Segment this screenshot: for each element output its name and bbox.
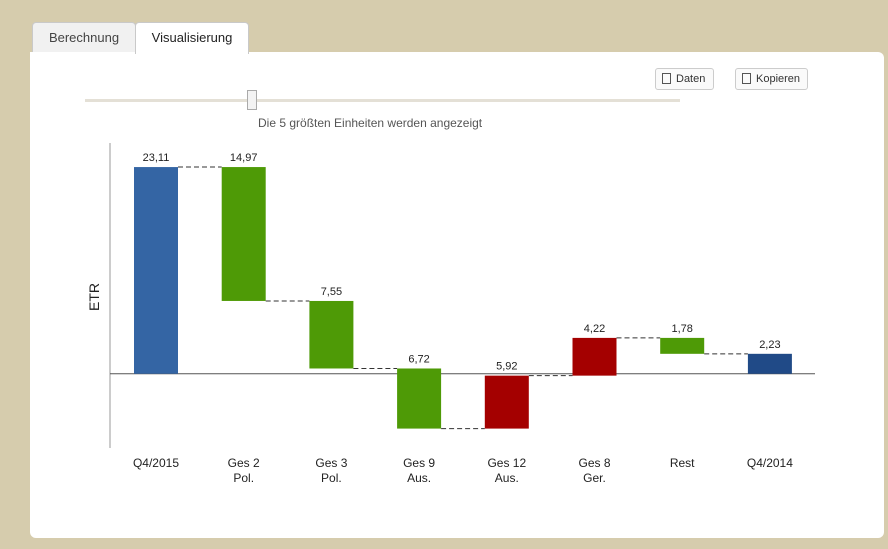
button[interactable]: Daten (655, 68, 714, 90)
value-label: 7,55 (321, 286, 342, 298)
y-axis-label: ETR (86, 283, 102, 311)
value-label: 4,22 (584, 323, 605, 335)
x-tick-label: Q4/2014 (746, 456, 793, 470)
x-tick-label: Ges 8 Ger. (578, 456, 611, 485)
value-label: 6,72 (408, 353, 429, 365)
bar (484, 375, 529, 429)
bar (309, 300, 354, 369)
bar (134, 167, 178, 374)
value-label: 23,11 (143, 152, 170, 164)
slider-handle[interactable] (247, 90, 257, 110)
bar (660, 337, 705, 354)
bar (747, 353, 792, 374)
slider-track (85, 99, 680, 102)
value-label: 5,92 (496, 361, 517, 373)
slider-caption: Die 5 größten Einheiten werden angezeigt (258, 116, 483, 130)
bar (572, 337, 617, 376)
x-tick-label: Ges 2 Pol. (227, 456, 260, 485)
button[interactable]: Kopieren (735, 68, 808, 90)
value-label: 14,97 (230, 152, 258, 164)
tab-active[interactable]: Visualisierung (135, 22, 249, 54)
value-label: 2,23 (759, 339, 780, 351)
value-label: 1,78 (671, 323, 692, 335)
bar (397, 368, 442, 429)
bar (221, 167, 266, 301)
x-tick-label: Ges 3 Pol. (315, 456, 348, 485)
x-tick-label: Ges 9 Aus. (403, 456, 436, 485)
tab[interactable]: Berechnung (32, 22, 136, 52)
x-tick-label: Ges 12 Aus. (487, 456, 527, 485)
x-tick-label: Rest (669, 456, 695, 470)
x-tick-label: Q4/2015 (132, 456, 180, 470)
